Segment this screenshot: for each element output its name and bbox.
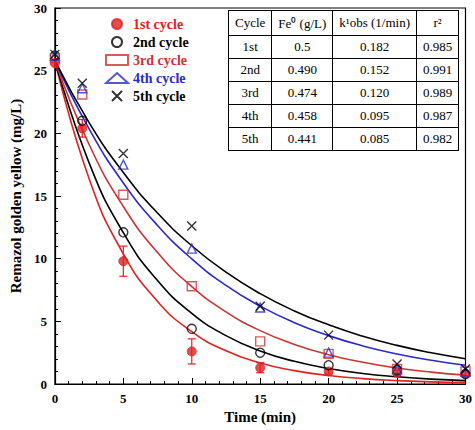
svg-text:Remazol golden yellow (mg/L): Remazol golden yellow (mg/L) <box>8 99 25 294</box>
html-text:1st: 1st <box>242 39 258 54</box>
svg-text:15: 15 <box>254 391 268 406</box>
svg-text:20: 20 <box>34 126 47 141</box>
html-text:0.120: 0.120 <box>360 85 390 100</box>
html-text:3rd: 3rd <box>241 85 259 100</box>
svg-text:4th cycle: 4th cycle <box>133 71 185 86</box>
svg-text:1st cycle: 1st cycle <box>133 17 183 32</box>
svg-text:10: 10 <box>34 251 47 266</box>
svg-text:25: 25 <box>391 391 405 406</box>
html-text:0.987: 0.987 <box>423 108 453 123</box>
svg-text:5th cycle: 5th cycle <box>133 89 185 104</box>
html-text:r²: r² <box>433 15 442 30</box>
html-text:0.085: 0.085 <box>360 131 390 146</box>
html-text:0.182: 0.182 <box>360 39 390 54</box>
svg-text:0: 0 <box>52 391 59 406</box>
html-text:Fe⁰ (g/L): Fe⁰ (g/L) <box>278 16 327 31</box>
html-text:5th: 5th <box>241 131 259 146</box>
svg-text:10: 10 <box>185 391 198 406</box>
svg-text:Time (min): Time (min) <box>224 409 296 426</box>
svg-text:5: 5 <box>40 314 47 329</box>
html-text:0.991: 0.991 <box>423 62 453 77</box>
html-text:2nd: 2nd <box>240 62 260 77</box>
svg-text:3rd cycle: 3rd cycle <box>133 53 187 68</box>
svg-text:30: 30 <box>34 1 47 16</box>
html-text:Cycle: Cycle <box>235 15 266 30</box>
html-text:k¹obs (1/min): k¹obs (1/min) <box>339 15 410 30</box>
html-text:0.458: 0.458 <box>287 108 317 123</box>
html-text:0.985: 0.985 <box>423 39 453 54</box>
svg-text:20: 20 <box>322 391 335 406</box>
svg-text:0: 0 <box>40 377 47 392</box>
svg-text:30: 30 <box>459 391 472 406</box>
html-text:4th: 4th <box>241 108 259 123</box>
html-text:0.5: 0.5 <box>294 39 311 54</box>
html-text:0.441: 0.441 <box>287 131 317 146</box>
html-text:0.095: 0.095 <box>360 108 390 123</box>
svg-text:2nd cycle: 2nd cycle <box>133 35 189 50</box>
html-text:0.152: 0.152 <box>360 62 390 77</box>
svg-text:25: 25 <box>34 63 48 78</box>
html-text:0.989: 0.989 <box>423 85 453 100</box>
svg-text:5: 5 <box>120 391 127 406</box>
html-text:0.490: 0.490 <box>287 62 317 77</box>
html-text:0.474: 0.474 <box>287 85 317 100</box>
html-text:0.982: 0.982 <box>423 131 453 146</box>
svg-text:15: 15 <box>34 189 48 204</box>
